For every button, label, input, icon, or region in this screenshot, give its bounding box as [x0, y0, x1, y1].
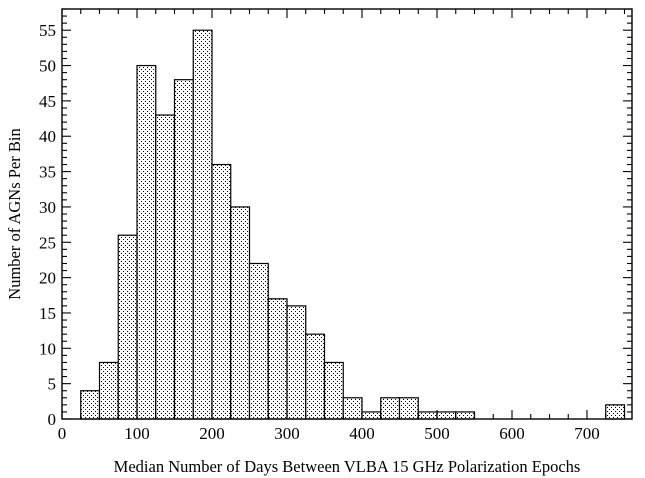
y-axis-title: Number of AGNs Per Bin	[5, 128, 24, 299]
x-tick-label: 400	[349, 424, 375, 443]
histogram-bar	[286, 305, 307, 420]
y-tick-label: 5	[48, 375, 57, 394]
histogram-bar	[248, 262, 269, 420]
y-tick-label: 45	[39, 92, 56, 111]
y-tick-label: 20	[39, 269, 56, 288]
x-tick-label: 500	[424, 424, 450, 443]
y-tick-label: 25	[39, 233, 56, 252]
histogram-bar	[211, 163, 232, 420]
x-tick-label: 200	[199, 424, 225, 443]
histogram-bar	[173, 79, 194, 420]
y-tick-label: 40	[39, 127, 56, 146]
histogram-bar	[155, 114, 176, 420]
histogram-bar	[398, 397, 419, 420]
x-tick-label: 300	[274, 424, 300, 443]
histogram-bar	[417, 411, 438, 420]
histogram-bar	[136, 64, 157, 420]
y-tick-label: 0	[48, 410, 57, 429]
histogram-bars	[80, 29, 626, 420]
histogram-bar	[80, 390, 101, 420]
y-tick-label: 35	[39, 163, 56, 182]
histogram-bar	[455, 411, 476, 420]
histogram-bar	[305, 333, 326, 420]
histogram-bar	[117, 234, 138, 420]
histogram-bar	[323, 361, 344, 420]
x-tick-label: 700	[574, 424, 600, 443]
y-tick-label: 50	[39, 57, 56, 76]
histogram-bar	[230, 206, 251, 420]
axis-ticks	[61, 8, 632, 420]
y-tick-label: 10	[39, 339, 56, 358]
y-tick-label: 15	[39, 304, 56, 323]
histogram-bar	[267, 298, 288, 420]
histogram-bar	[436, 411, 457, 420]
histogram-bar	[98, 361, 119, 420]
histogram-bar	[380, 397, 401, 420]
tick-labels: 0 100 200 300 400 500 600 700 0 5 10 15 20 25 30 35 40 45…	[39, 21, 600, 443]
y-tick-label: 30	[39, 198, 56, 217]
histogram-bar	[605, 404, 626, 420]
x-axis-title: Median Number of Days Between VLBA 15 GH…	[114, 457, 581, 476]
x-tick-label: 100	[124, 424, 150, 443]
histogram-bar	[342, 397, 363, 420]
y-tick-label: 55	[39, 21, 56, 40]
histogram-bar	[361, 411, 382, 420]
x-tick-label: 0	[58, 424, 67, 443]
plot-frame	[61, 8, 633, 420]
histogram-bar	[192, 29, 213, 420]
x-tick-label: 600	[499, 424, 525, 443]
